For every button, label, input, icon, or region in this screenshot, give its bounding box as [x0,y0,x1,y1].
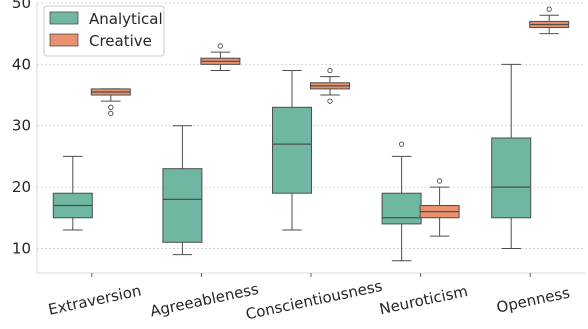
box-analytical-extraversion [52,155,93,231]
box-plots [52,6,570,262]
category-label-conscientiousness: Conscientiousness [244,277,384,324]
legend-swatch-creative [49,33,79,47]
y-tick-label-10: 10 [12,239,31,257]
y-tick-label-50: 50 [12,0,31,12]
box-creative-openness [529,6,570,35]
outlier-point [217,43,224,49]
box-creative-neuroticism [419,178,460,237]
outlier-point [108,104,114,110]
outlier-point [327,67,333,74]
y-tick-label-40: 40 [12,55,31,73]
box-analytical-conscientiousness [272,70,312,231]
legend-swatch-analytical [49,11,79,25]
category-label-openness: Openness [495,284,572,317]
y-tick-label-30: 30 [12,117,31,135]
outlier-point [327,98,333,104]
outlier-point [546,6,552,12]
box-creative-extraversion [90,88,131,117]
legend-label-creative: Creative [89,32,152,50]
axes: 10 20 30 40 50 [12,0,585,277]
box-body [381,192,422,225]
box-analytical-openness [491,63,532,249]
y-tick-label-20: 20 [12,178,31,196]
outlier-point [398,141,405,147]
category-label-agreeableness: Agreeableness [148,280,260,321]
legend-label-analytical: Analytical [89,10,163,28]
outlier-point [436,178,443,184]
box-creative-agreeableness [200,43,241,71]
category-labels: Extraversion AgreeablenessConscientiousne… [47,277,572,324]
box-creative-conscientiousness [310,67,350,104]
box-analytical-neuroticism [381,141,422,262]
box-body [162,168,203,243]
box-body [272,106,312,194]
outlier-point [108,110,114,117]
box-analytical-agreeableness [162,125,203,256]
legend: Analytical Creative [43,5,165,57]
category-label-extraversion: Extraversion [47,281,143,318]
category-label-neuroticism: Neuroticism [378,282,470,318]
box-body [491,137,532,219]
